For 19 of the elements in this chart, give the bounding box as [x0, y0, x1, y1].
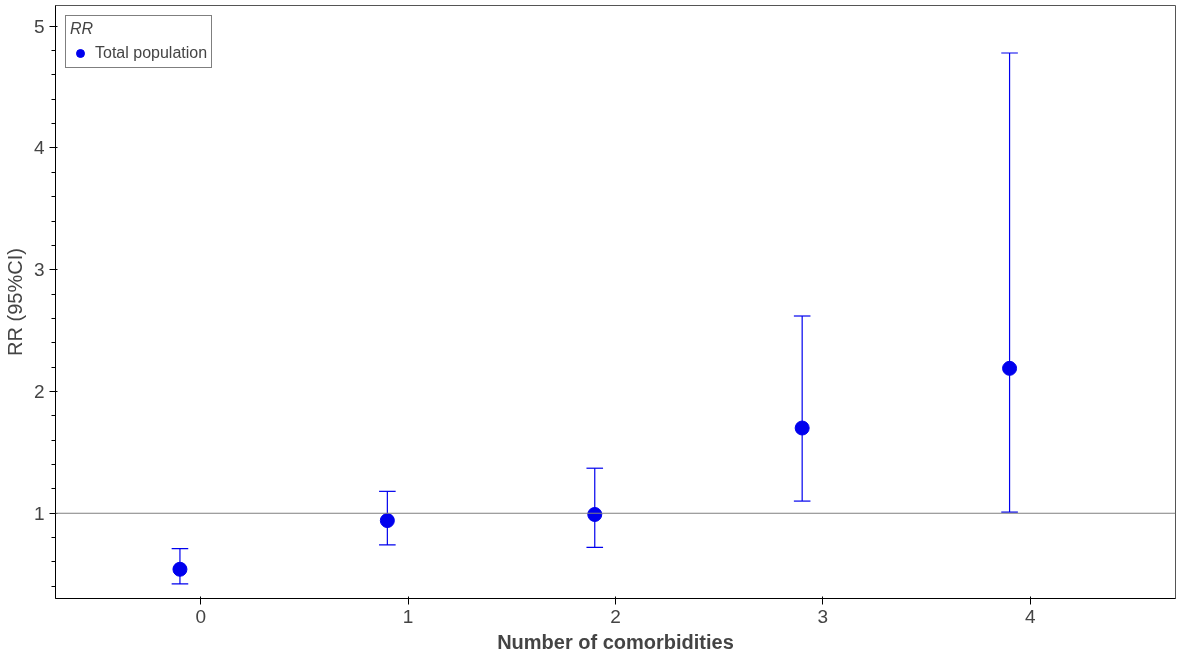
x-axis-title: Number of comorbidities [497, 630, 734, 653]
y-tick-label: 2 [33, 381, 45, 402]
point [587, 507, 603, 522]
y-axis-title: RR (95%CI) [3, 248, 26, 356]
x-tick-label: 4 [1025, 605, 1037, 627]
x-tick-label: 2 [610, 605, 621, 627]
legend-title: RR [70, 20, 95, 38]
point [1002, 360, 1018, 376]
x-tick-label: 1 [402, 605, 414, 627]
y-tick-label: 1 [33, 502, 45, 524]
point [379, 513, 395, 529]
x-tick-label: 3 [817, 605, 829, 627]
y-tick-label: 4 [33, 137, 45, 159]
legend-label: Total population [95, 44, 208, 62]
y-tick-label: 3 [33, 259, 45, 281]
x-tick-label: 0 [195, 605, 206, 627]
y-tick-label: 5 [33, 15, 45, 37]
point [794, 420, 810, 436]
point [172, 561, 188, 577]
